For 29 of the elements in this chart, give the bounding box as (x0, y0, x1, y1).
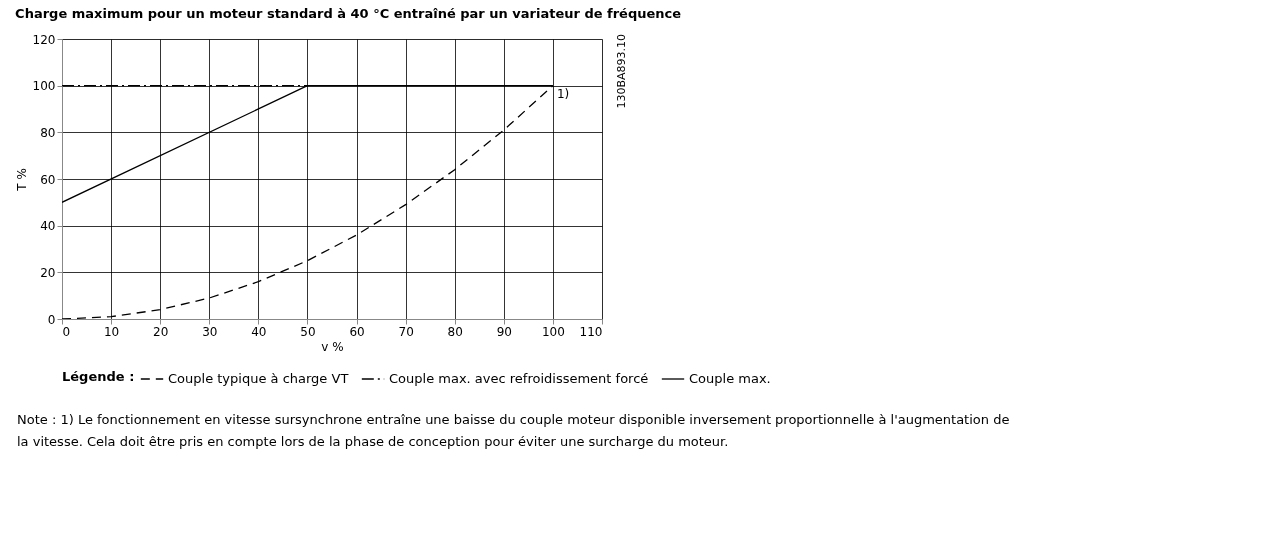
y-tick-label: 60 (40, 172, 56, 187)
x-tick-label: 40 (251, 324, 267, 339)
y-tick-label: 80 (40, 125, 56, 140)
x-tick-label: 90 (496, 324, 512, 339)
legend-label: Couple max. avec refroidissement forcé (389, 371, 649, 386)
legend-label: Couple max. (689, 371, 771, 386)
text: 130BA893.10 (615, 34, 628, 109)
x-tick-label: 110 (579, 324, 603, 339)
y-tick-label: 120 (32, 32, 56, 47)
text: Note : 1) Le fonctionnement en vitesse sursynchrone entraîne une baisse du couple moteur disponible inversement proportionnelle à l'augmentation de la vitesse. Cela doit être pris en compte lors de la phase de conception pour éviter une surcharge du moteur. (17, 412, 1010, 449)
x-tick-label: 100 (541, 324, 565, 339)
y-tick-label: 20 (40, 265, 56, 280)
legend-title: Légende : (62, 369, 135, 384)
x-tick-label: 30 (202, 324, 218, 339)
x-tick-label: 0 (62, 324, 71, 339)
y-tick-label: 40 (40, 219, 56, 234)
x-tick-label: 50 (300, 324, 316, 339)
x-tick-label: 10 (103, 324, 120, 339)
x-tick-label: 60 (349, 324, 365, 339)
annotation: 1) (556, 86, 570, 101)
y-tick-label: 0 (47, 312, 56, 327)
x-tick-label: 80 (447, 324, 463, 339)
chart-title: Charge maximum pour un moteur standard à 40 °C entraîné par un variateur de fréquence (15, 6, 682, 21)
y-tick-label: 100 (32, 79, 56, 94)
x-axis-title: v % (321, 339, 344, 354)
x-tick-label: 70 (398, 324, 414, 339)
y-axis-title: T % (14, 168, 29, 192)
legend-label: Couple typique à charge VT (168, 371, 349, 386)
x-tick-label: 20 (153, 324, 169, 339)
